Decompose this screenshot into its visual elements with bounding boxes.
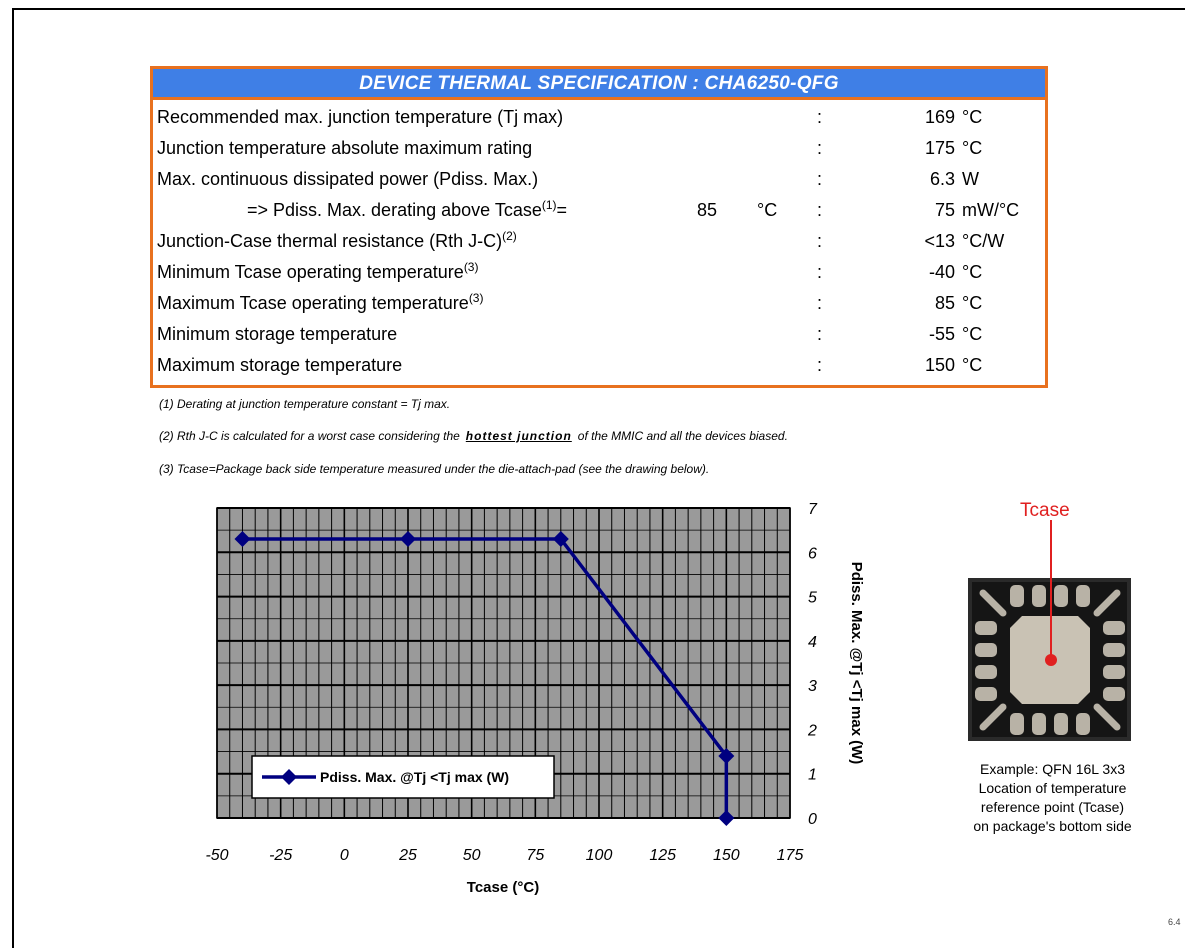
- spec-row-label: Junction temperature absolute maximum ra…: [157, 138, 533, 158]
- spec-row-unit: °C: [962, 262, 983, 282]
- spec-row-colon: :: [817, 293, 823, 313]
- y-tick-label: 5: [808, 590, 817, 607]
- legend-marker: [281, 769, 297, 785]
- spec-row-colon: :: [817, 169, 823, 189]
- spec-row-colon: :: [817, 262, 823, 282]
- spec-row-colon: :: [817, 138, 823, 158]
- spec-row-label: Minimum storage temperature: [157, 324, 398, 344]
- x-tick-label: 125: [649, 847, 676, 864]
- spec-row: Minimum storage temperature: -55 °C: [157, 319, 1037, 350]
- y-tick-label: 6: [808, 545, 817, 562]
- package-caption-line: Example: QFN 16L 3x3: [980, 761, 1125, 777]
- spec-row-value: -40: [928, 262, 955, 282]
- spec-row-value: 150: [924, 355, 955, 375]
- x-tick-label: 25: [398, 847, 417, 864]
- spec-row: Recommended max. junction temperature (T…: [157, 102, 1037, 133]
- spec-row-unit: °C: [962, 293, 983, 313]
- x-tick-label: 0: [340, 847, 349, 864]
- spec-row-unit: °C: [962, 138, 983, 158]
- package-caption: Example: QFN 16L 3x3 Location of temperat…: [945, 760, 1160, 836]
- x-tick-label: 75: [526, 847, 544, 864]
- spec-row-value: 169: [924, 107, 955, 127]
- spec-row: => Pdiss. Max. derating above Tcase(1)= 8…: [157, 195, 1037, 226]
- spec-row-colon: :: [817, 355, 823, 375]
- note-2-tail: of the MMIC and all the devices biased.: [577, 429, 788, 443]
- data-point-marker: [718, 810, 735, 826]
- package-caption-line: Location of temperature: [978, 780, 1127, 796]
- plot-border: [216, 507, 791, 819]
- spec-row-colon: :: [817, 107, 823, 127]
- data-point-marker: [552, 531, 569, 547]
- y-tick-label: 7: [808, 501, 818, 518]
- x-axis-label: Tcase (°C): [467, 879, 539, 896]
- spec-row: Junction temperature absolute maximum ra…: [157, 133, 1037, 164]
- page-number: 6.4: [1168, 917, 1181, 927]
- data-point-marker: [718, 748, 735, 764]
- y-tick-label: 0: [808, 811, 817, 828]
- spec-row: Minimum Tcase operating temperature(3): -…: [157, 257, 1037, 288]
- note-2-text: (2) Rth J-C is calculated for a worst ca…: [159, 429, 460, 443]
- spec-row-label: Maximum Tcase operating temperature(3): [157, 291, 484, 313]
- spec-row-unit: W: [962, 169, 979, 189]
- derating-threshold-value: 85: [697, 200, 718, 220]
- y-tick-label: 2: [807, 722, 817, 739]
- package-caption-line: reference point (Tcase): [980, 799, 1125, 815]
- spec-title: DEVICE THERMAL SPECIFICATION : CHA6250-Q…: [153, 69, 1045, 100]
- spec-row-value: <13: [924, 231, 955, 251]
- y-tick-label: 1: [808, 767, 817, 784]
- legend-label: Pdiss. Max. @Tj <Tj max (W): [320, 769, 509, 785]
- spec-row-label: => Pdiss. Max. derating above Tcase(1)=: [247, 198, 568, 220]
- spec-row-unit: °C/W: [962, 231, 1005, 251]
- note-3: (3) Tcase=Package back side temperature …: [159, 462, 710, 476]
- note-1: (1) Derating at junction temperature con…: [159, 397, 451, 411]
- spec-row: Maximum storage temperature: 150 °C: [157, 350, 1037, 381]
- spec-row: Maximum Tcase operating temperature(3): 8…: [157, 288, 1037, 319]
- x-tick-label: 100: [586, 847, 613, 864]
- thermal-spec-table: DEVICE THERMAL SPECIFICATION : CHA6250-Q…: [150, 66, 1048, 388]
- note-2-hottest: hottest junction: [465, 429, 572, 443]
- y-tick-label: 4: [808, 634, 817, 651]
- spec-row-value: 75: [934, 200, 955, 220]
- spec-row-unit: °C: [962, 107, 983, 127]
- spec-row-unit: °C: [962, 324, 983, 344]
- x-tick-label: 50: [463, 847, 481, 864]
- spec-row-label: Junction-Case thermal resistance (Rth J-…: [157, 229, 517, 251]
- x-tick-label: 150: [713, 847, 740, 864]
- spec-row-colon: :: [817, 231, 823, 251]
- data-point-marker: [400, 531, 416, 547]
- y-axis-label: Pdiss. Max. @Tj <Tj max (W): [848, 562, 865, 765]
- spec-row-value: 85: [934, 293, 955, 313]
- x-tick-label: 175: [777, 847, 804, 864]
- package-caption-line: on package's bottom side: [973, 818, 1132, 834]
- tcase-label: Tcase: [1020, 500, 1070, 521]
- spec-row-unit: °C: [962, 355, 983, 375]
- spec-row: Junction-Case thermal resistance (Rth J-…: [157, 226, 1037, 257]
- x-tick-label: -50: [205, 847, 228, 864]
- page-frame: [12, 8, 1185, 948]
- note-2: (2) Rth J-C is calculated for a worst ca…: [159, 429, 788, 443]
- spec-row-value: 6.3: [929, 169, 955, 189]
- spec-row-colon: :: [817, 200, 823, 220]
- spec-row: Max. continuous dissipated power (Pdiss.…: [157, 164, 1037, 195]
- spec-row-label: Minimum Tcase operating temperature(3): [157, 260, 479, 282]
- spec-row-value: -55: [928, 324, 955, 344]
- derating-threshold-unit: °C: [757, 200, 778, 220]
- spec-row-unit: mW/°C: [962, 200, 1020, 220]
- spec-row-colon: :: [817, 324, 823, 344]
- spec-row-value: 175: [924, 138, 955, 158]
- spec-row-label: Recommended max. junction temperature (T…: [157, 107, 564, 127]
- spec-row-label: Max. continuous dissipated power (Pdiss.…: [157, 169, 539, 189]
- x-tick-label: -25: [269, 847, 292, 864]
- y-tick-label: 3: [808, 678, 817, 695]
- data-point-marker: [234, 531, 251, 547]
- tcase-point: [1045, 654, 1057, 666]
- spec-row-label: Maximum storage temperature: [157, 355, 403, 375]
